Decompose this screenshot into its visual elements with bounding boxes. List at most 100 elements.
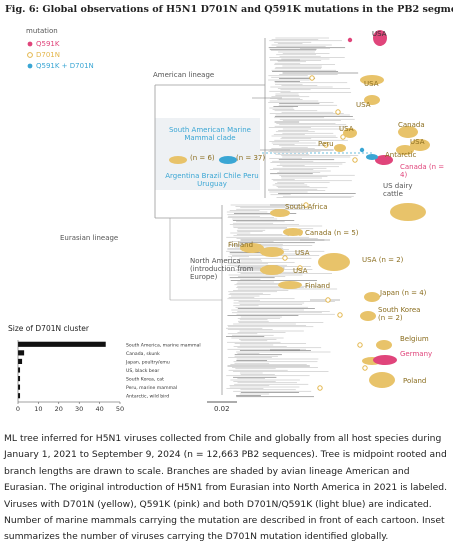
- x-tick-label: 20: [55, 405, 63, 413]
- animal: [366, 154, 378, 160]
- animal: [396, 145, 414, 155]
- category-label: US, black bear: [126, 368, 159, 374]
- category-label: Antarctic, wild bird: [126, 394, 169, 400]
- category-label: Japan, poultry/emu: [125, 359, 170, 365]
- tree-label: Belgium: [400, 335, 429, 343]
- tree-label: South Korea (n = 2): [378, 306, 421, 322]
- animal: [260, 247, 284, 257]
- tree-label: Finland: [305, 282, 331, 290]
- animal: [369, 372, 395, 388]
- animal: [373, 355, 397, 365]
- tree-label: American lineage: [153, 71, 215, 79]
- tree-label: Eurasian lineage: [60, 234, 119, 242]
- tree-label: Canada (n = 5): [305, 229, 359, 237]
- tree-label: Canada: [398, 121, 425, 129]
- x-tick-label: 50: [116, 405, 124, 413]
- marker: [325, 297, 331, 303]
- marker: [337, 312, 343, 318]
- tree-label: USA: [410, 138, 425, 146]
- tree-label: USA (n = 2): [362, 256, 404, 264]
- bar: [18, 350, 25, 356]
- category-label: Peru, marine mammal: [126, 385, 177, 391]
- animal: [398, 126, 418, 138]
- animal: [283, 228, 303, 236]
- animal: [360, 311, 376, 321]
- animal: [318, 253, 350, 271]
- animal: [364, 95, 380, 105]
- animal: [376, 340, 392, 350]
- tree-label: USA: [372, 30, 387, 38]
- x-tick-label: 30: [75, 405, 83, 413]
- bar: [18, 384, 21, 390]
- animal: [410, 139, 430, 151]
- clade-box: [155, 118, 260, 190]
- marker: [282, 255, 288, 261]
- bar: [18, 341, 106, 347]
- bar: [18, 393, 21, 399]
- tree-label: USA: [356, 101, 371, 109]
- legend-label: Q591K: [36, 40, 60, 48]
- tree-label: USA: [339, 125, 354, 133]
- tree-label: South American Marine Mammal clade: [168, 126, 251, 142]
- tree-label: (n = 37): [236, 154, 266, 162]
- legend-marker: [27, 41, 33, 47]
- marker: [297, 265, 303, 271]
- marker: [309, 75, 315, 81]
- tree-label: South Africa: [285, 203, 328, 211]
- tree-label: Peru: [318, 140, 334, 148]
- x-tick-label: 0: [16, 405, 20, 413]
- bar: [18, 376, 21, 382]
- tree-label: North America (introduction from Europe): [190, 257, 254, 281]
- legend-label: D701N: [36, 51, 60, 59]
- animal: [260, 265, 284, 275]
- animal: [219, 156, 237, 164]
- marker: [340, 134, 346, 140]
- animal: [373, 30, 387, 46]
- legend-marker: [27, 63, 33, 69]
- tree-label: (n = 6): [190, 154, 215, 162]
- animal: [343, 128, 357, 138]
- animal: [278, 281, 302, 289]
- x-tick-label: 40: [95, 405, 103, 413]
- tree-label: Finland: [228, 241, 254, 249]
- bar: [18, 367, 21, 373]
- tree-label: Poland: [403, 377, 427, 385]
- animal: [364, 292, 380, 302]
- figure: Size of D701N cluster South America, mari…: [8, 30, 430, 413]
- animal: [360, 75, 384, 85]
- animal: [390, 203, 426, 221]
- legend-label: Q591K + D701N: [36, 62, 94, 70]
- x-tick-label: 10: [34, 405, 42, 413]
- marker: [335, 109, 341, 115]
- animal: [375, 155, 393, 165]
- animal: [240, 243, 264, 253]
- caption: ML tree inferred for H5N1 viruses collec…: [4, 433, 447, 543]
- marker: [323, 142, 329, 148]
- bar: [18, 358, 23, 364]
- scale-label: 0.02: [214, 405, 230, 413]
- marker: [347, 37, 353, 43]
- tree-label: US dairy cattle: [383, 182, 413, 198]
- tree-label: Canada (n = 4): [400, 163, 445, 179]
- legend-marker: [27, 52, 33, 58]
- tree-label: USA: [364, 80, 379, 88]
- marker: [352, 157, 358, 163]
- category-label: South America, marine mammal: [126, 342, 201, 348]
- inset-title: Size of D701N cluster: [8, 324, 90, 333]
- marker: [362, 365, 368, 371]
- marker: [317, 385, 323, 391]
- category-label: Canada, skunk: [126, 351, 160, 357]
- tree-label: Argentina Brazil Chile Peru Uruguay: [165, 172, 259, 188]
- category-label: South Korea, cat: [126, 377, 164, 383]
- tree-label: Antarctic: [385, 151, 417, 159]
- animal: [334, 144, 346, 152]
- animal: [169, 156, 187, 164]
- marker: [359, 147, 365, 153]
- tree-label: Japan (n = 4): [380, 289, 427, 297]
- tree-label: USA: [295, 249, 310, 257]
- tree-label: USA: [293, 267, 308, 275]
- figure-title: Fig. 6: Global observations of H5N1 D701…: [5, 4, 453, 15]
- marker: [357, 342, 363, 348]
- legend-title: mutation: [26, 27, 58, 35]
